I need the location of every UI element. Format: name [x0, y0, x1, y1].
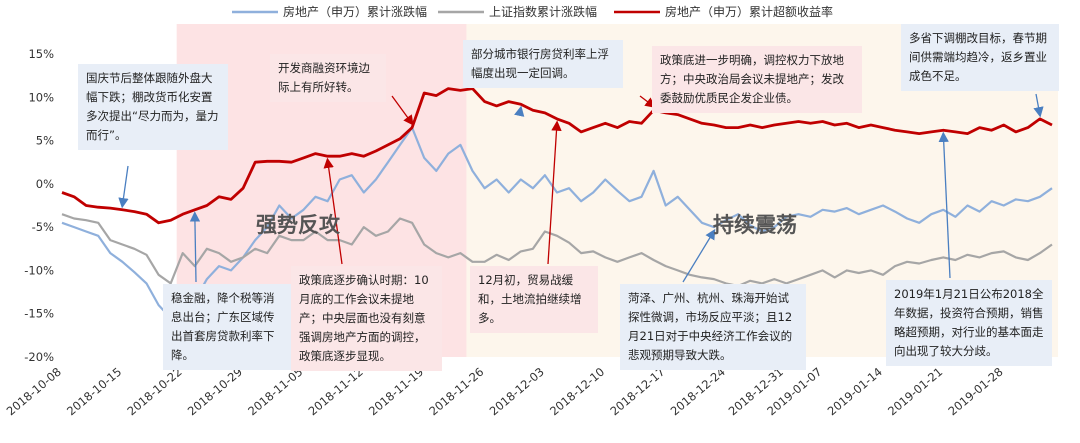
x-tick-label: 2019-01-14 — [825, 365, 885, 419]
y-tick-label: -10% — [24, 263, 54, 277]
annotation-policy-clear: 政策底进一步明确，调控权力下放地方；中央政治局会议未提地产；发改委鼓励优质民企发… — [652, 46, 862, 113]
x-tick-label: 2018-11-26 — [426, 365, 486, 419]
legend-label-sh-cum: 上证指数累计涨跌幅 — [489, 4, 597, 19]
x-tick-label: 2018-12-03 — [487, 365, 547, 419]
y-tick-label: 15% — [28, 47, 54, 61]
annotation-arrow — [391, 95, 414, 126]
x-tick-label: 2018-10-15 — [64, 365, 124, 419]
x-tick-label: 2018-12-24 — [668, 365, 728, 419]
region-label-attack: 强势反攻 — [256, 213, 341, 237]
x-tick-label: 2018-11-05 — [245, 365, 305, 419]
x-tick-label: 2018-12-10 — [547, 365, 607, 419]
x-tick-label: 2018-10-08 — [4, 365, 64, 419]
annotation-arrow — [682, 228, 716, 283]
y-tick-label: -15% — [24, 307, 54, 321]
series-line-house-cum — [61, 126, 1053, 320]
annotation-arrow — [938, 131, 951, 279]
legend-label-house-cum: 房地产（申万）累计涨跌幅 — [283, 4, 427, 19]
y-axis-ticks: 15% 10% 5% 0% -5% -10% -15% -20% — [24, 47, 54, 364]
annotation-arrow — [189, 211, 201, 283]
legend: 房地产（申万）累计涨跌幅 上证指数累计涨跌幅 房地产（申万）累计超额收益率 — [232, 4, 833, 19]
y-tick-label: -5% — [32, 220, 54, 234]
x-tick-label: 2018-10-29 — [185, 365, 245, 419]
annotation-national-day: 国庆节后整体跟随外盘大幅下跌；棚改货币化安置多次提出“尽力而为，量力而行”。 — [78, 64, 228, 150]
x-tick-label: 2018-11-12 — [306, 365, 366, 419]
annotation-bank-rate: 部分城市银行房贷利率上浮幅度出现一定回调。 — [463, 40, 623, 88]
annotation-policy-confirm: 政策底逐步确认时期：10月底的工作会议未提地产；中央层面也没有刻意强调房地产方面… — [291, 266, 442, 371]
annotation-arrow — [547, 120, 562, 265]
x-tick-label: 2018-10-22 — [124, 365, 184, 419]
region-label-volatile: 持续震荡 — [713, 213, 797, 237]
y-tick-label: 0% — [36, 177, 54, 191]
annotation-heze: 菏泽、广州、杭州、珠海开始试探性微调，市场反应平淡；且12月21日对于中央经济工… — [620, 284, 806, 370]
x-tick-label: 2019-01-28 — [945, 365, 1005, 419]
annotation-spring: 多省下调棚改目标，春节期间供需端均趋冷，返乡置业成色不足。 — [901, 24, 1059, 91]
x-tick-label: 2018-12-17 — [607, 365, 667, 419]
annotation-financing: 开发商融资环境边际上有所好转。 — [270, 54, 386, 102]
annotation-arrow — [1033, 93, 1044, 118]
y-tick-label: 10% — [28, 90, 54, 104]
series-line-sh-cum — [61, 213, 1053, 288]
x-tick-label: 2019-01-21 — [885, 365, 945, 419]
arrow-layer — [118, 93, 1044, 283]
y-tick-label: 5% — [36, 134, 54, 148]
annotation-arrow — [118, 165, 129, 209]
x-axis-ticks: 2018-10-08 2018-10-15 2018-10-22 2018-10-29… — [4, 365, 1006, 419]
series-layer — [61, 87, 1053, 320]
annotation-jan21: 2019年1月21日公布2018全年数据，投资符合预期，销售略超预期，对行业的基… — [886, 280, 1052, 366]
y-tick-label: -20% — [24, 350, 54, 364]
x-tick-label: 2018-11-19 — [366, 365, 426, 419]
annotation-arrow — [639, 95, 656, 108]
legend-label-excess: 房地产（申万）累计超额收益率 — [665, 4, 833, 19]
annotation-arrow — [323, 157, 343, 265]
annotation-arrow — [514, 105, 525, 117]
annotation-trade-truce: 12月初，贸易战缓和，土地流拍继续增多。 — [470, 266, 598, 333]
series-line-excess — [61, 87, 1053, 225]
annotation-stable-finance: 稳金融，降个税等消息出台；广东区域传出首套房贷款利率下降。 — [163, 284, 291, 370]
